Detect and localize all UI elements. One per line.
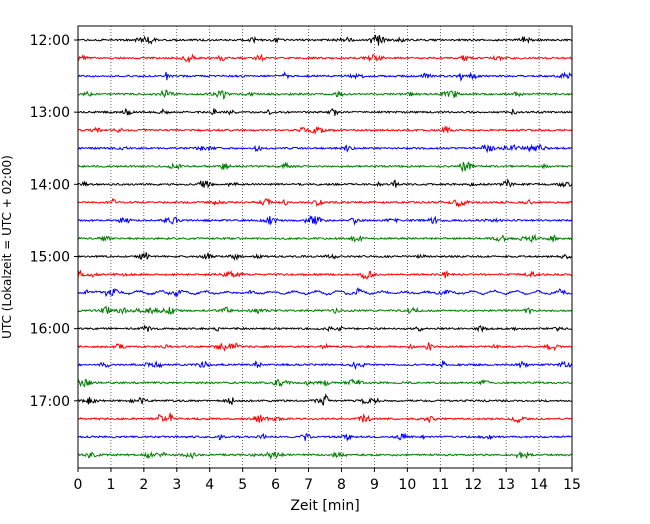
seismogram-trace-1715 (77, 412, 573, 424)
x-tick-label: 1 (106, 477, 115, 493)
seismogram-trace-1730 (77, 432, 573, 442)
plot-frame (77, 25, 573, 469)
seismogram-trace-1245 (77, 89, 573, 100)
x-tick-label: 5 (238, 477, 247, 493)
seismogram-trace-1545 (77, 305, 573, 316)
x-tick-label: 15 (563, 477, 581, 493)
x-tick-label: 12 (464, 477, 482, 493)
seismogram-trace-1215 (77, 53, 573, 63)
seismogram-trace-1600 (77, 324, 573, 333)
x-tick-label: 3 (172, 477, 181, 493)
seismogram-trace-1745 (77, 451, 573, 461)
seismogram-trace-1230 (77, 71, 573, 83)
x-axis: 0 1 2 3 4 5 6 7 8 9 10 11 12 13 14 15 (74, 468, 581, 493)
seismogram-trace-1700 (77, 393, 573, 406)
seismogram-trace-1330 (77, 143, 573, 154)
seismogram-trace-1515 (77, 269, 573, 280)
x-tick-label: 8 (337, 477, 346, 493)
y-axis-label: UTC (Lokalzeit = UTC + 02:00) (0, 155, 14, 339)
y-tick-label: 14:00 (30, 177, 70, 193)
x-tick-label: 10 (398, 477, 416, 493)
seismogram-trace-1500 (77, 251, 573, 262)
x-tick-label: 2 (139, 477, 148, 493)
seismogram-trace-1415 (77, 197, 573, 208)
y-axis: 12:00 13:00 14:00 15:00 16:00 17:00 (30, 33, 78, 410)
x-tick-label: 14 (530, 477, 548, 493)
seismogram-trace-1630 (77, 360, 573, 371)
y-tick-label: 13:00 (30, 105, 70, 121)
seismogram-trace-1400 (77, 178, 573, 189)
seismogram-trace-1430 (77, 215, 573, 227)
trace-layer (77, 34, 573, 461)
x-tick-label: 11 (431, 477, 449, 493)
seismogram-trace-1315 (77, 125, 573, 135)
y-tick-label: 16:00 (30, 322, 70, 338)
seismogram-trace-1445 (77, 233, 573, 243)
seismogram-trace-1200 (77, 34, 573, 46)
seismogram-trace-1345 (77, 161, 573, 172)
x-tick-label: 9 (370, 477, 379, 493)
seismogram-trace-1645 (77, 378, 573, 388)
y-tick-label: 15:00 (30, 249, 70, 265)
x-tick-label: 7 (304, 477, 313, 493)
seismogram-trace-1530 (77, 287, 573, 298)
y-tick-label: 12:00 (30, 33, 70, 49)
y-tick-label: 17:00 (30, 394, 70, 410)
x-tick-label: 6 (271, 477, 280, 493)
x-tick-label: 0 (74, 477, 83, 493)
x-tick-label: 13 (497, 477, 515, 493)
seismogram-trace-1300 (77, 107, 573, 116)
x-axis-label: Zeit [min] (290, 498, 359, 514)
seismogram-trace-1615 (77, 342, 573, 352)
x-tick-label: 4 (205, 477, 214, 493)
